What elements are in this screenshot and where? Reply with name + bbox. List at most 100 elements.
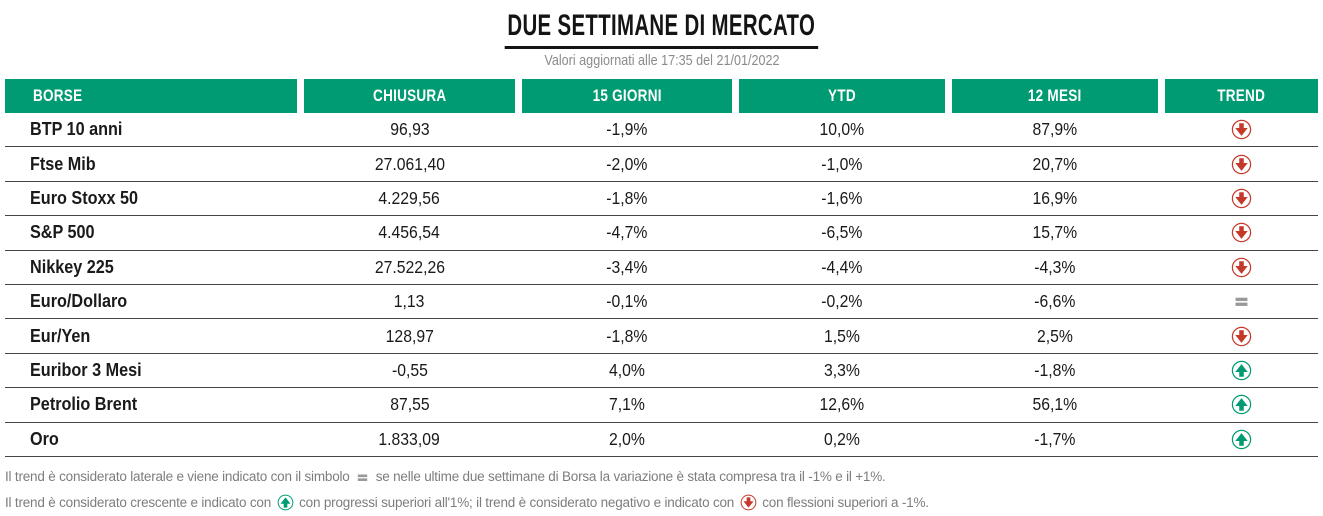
cell-value: 3,3%	[824, 359, 860, 380]
table-row: Oro 1.833,09 2,0% 0,2% -1,7%	[5, 423, 1318, 457]
cell-value: 1,13	[394, 291, 425, 312]
legend-footnotes: Il trend è considerato laterale e viene …	[5, 464, 1323, 516]
cell-value: 1,5%	[824, 325, 860, 346]
ytd-cell: 1,5%	[739, 319, 945, 352]
instrument-name-cell: Petrolio Brent	[5, 388, 297, 421]
trend-cell	[1165, 251, 1318, 284]
ytd-cell: 3,3%	[739, 354, 945, 387]
footnote-line: Il trend è considerato laterale e viene …	[5, 464, 1323, 490]
cell-value: -1,0%	[821, 153, 863, 174]
cell-value: BTP 10 anni	[30, 119, 123, 140]
cell-value: -0,55	[391, 359, 428, 380]
chiusura-cell: 1,13	[304, 285, 515, 318]
cell-value: -1,6%	[821, 187, 863, 208]
giorni15-cell: -2,0%	[522, 147, 732, 180]
column-header-12-mesi: 12 MESI	[952, 79, 1158, 113]
ytd-cell: -6,5%	[739, 216, 945, 249]
mesi12-cell: -1,8%	[952, 354, 1158, 387]
mesi12-cell: 20,7%	[952, 147, 1158, 180]
column-header-chiusura: CHIUSURA	[304, 79, 515, 113]
column-header-ytd: YTD	[739, 79, 945, 113]
trend-up-icon	[1231, 429, 1252, 450]
mesi12-cell: 87,9%	[952, 113, 1158, 146]
page-header: DUE SETTIMANE DI MERCATO Valori aggiorna…	[0, 0, 1323, 70]
cell-value: -1,8%	[1034, 359, 1076, 380]
chiusura-cell: 87,55	[304, 388, 515, 421]
mesi12-cell: 56,1%	[952, 388, 1158, 421]
cell-value: Eur/Yen	[30, 325, 91, 346]
updated-timestamp: Valori aggiornati alle 17:35 del 21/01/2…	[543, 52, 780, 69]
cell-value: -4,3%	[1034, 256, 1076, 277]
giorni15-cell: -0,1%	[522, 285, 732, 318]
mesi12-cell: -6,6%	[952, 285, 1158, 318]
table-body: BTP 10 anni 96,93 -1,9% 10,0% 87,9% Ftse Mib 2…	[5, 113, 1318, 457]
giorni15-cell: -1,9%	[522, 113, 732, 146]
chiusura-cell: 4.229,56	[304, 182, 515, 215]
giorni15-cell: -4,7%	[522, 216, 732, 249]
trend-cell	[1165, 354, 1318, 387]
cell-value: 128,97	[385, 325, 434, 346]
chiusura-cell: 96,93	[304, 113, 515, 146]
cell-value: -4,4%	[821, 256, 863, 277]
instrument-name-cell: Nikkey 225	[5, 251, 297, 284]
footnote-text: con flessioni superiori a -1%.	[758, 494, 929, 510]
cell-value: -3,4%	[606, 256, 648, 277]
chiusura-cell: 27.522,26	[304, 251, 515, 284]
cell-value: Ftse Mib	[30, 153, 96, 174]
cell-value: Euro Stoxx 50	[30, 187, 139, 208]
cell-value: 0,2%	[824, 428, 860, 449]
trend-cell	[1165, 216, 1318, 249]
ytd-cell: -1,0%	[739, 147, 945, 180]
cell-value: 1.833,09	[378, 428, 441, 449]
instrument-name-cell: BTP 10 anni	[5, 113, 297, 146]
chiusura-cell: 1.833,09	[304, 423, 515, 456]
trend-down-icon	[1231, 326, 1252, 347]
cell-value: 16,9%	[1032, 187, 1078, 208]
cell-value: -1,8%	[606, 325, 648, 346]
trend-up-icon	[277, 494, 294, 511]
column-header-label: TREND	[1217, 86, 1266, 105]
cell-value: -1,9%	[606, 119, 648, 140]
table-row: Euribor 3 Mesi -0,55 4,0% 3,3% -1,8%	[5, 354, 1318, 389]
column-header-label: BORSE	[33, 86, 83, 105]
column-header-trend: TREND	[1165, 79, 1318, 113]
ytd-cell: -1,6%	[739, 182, 945, 215]
mesi12-cell: 2,5%	[952, 319, 1158, 352]
cell-value: 2,5%	[1037, 325, 1073, 346]
table-row: Euro/Dollaro 1,13 -0,1% -0,2% -6,6%	[5, 285, 1318, 320]
cell-value: -2,0%	[606, 153, 648, 174]
instrument-name-cell: Euro/Dollaro	[5, 285, 297, 318]
chiusura-cell: 128,97	[304, 319, 515, 352]
page-title: DUE SETTIMANE DI MERCATO	[504, 9, 819, 49]
footnote-line: Il trend è considerato crescente e indic…	[5, 490, 1323, 516]
cell-value: Nikkey 225	[30, 256, 114, 277]
market-table: BORSE CHIUSURA 15 GIORNI YTD 12 MESI TREND BT…	[5, 79, 1318, 457]
cell-value: 4,0%	[609, 359, 645, 380]
mesi12-cell: 16,9%	[952, 182, 1158, 215]
cell-value: 87,55	[389, 394, 430, 415]
cell-value: 7,1%	[609, 394, 645, 415]
table-row: S&P 500 4.456,54 -4,7% -6,5% 15,7%	[5, 216, 1318, 251]
cell-value: Euro/Dollaro	[30, 291, 128, 312]
ytd-cell: 12,6%	[739, 388, 945, 421]
title-row: DUE SETTIMANE DI MERCATO	[0, 6, 1323, 49]
cell-value: 27.522,26	[374, 256, 445, 277]
column-header-label: YTD	[828, 86, 856, 105]
cell-value: 10,0%	[819, 119, 865, 140]
trend-equal-icon	[1232, 292, 1251, 311]
chiusura-cell: 27.061,40	[304, 147, 515, 180]
footnote-text: Il trend è considerato crescente e indic…	[5, 494, 275, 510]
trend-down-icon	[1231, 257, 1252, 278]
cell-value: -4,7%	[606, 222, 648, 243]
giorni15-cell: -1,8%	[522, 319, 732, 352]
cell-value: 4.229,56	[378, 187, 441, 208]
giorni15-cell: -3,4%	[522, 251, 732, 284]
cell-value: 20,7%	[1032, 153, 1078, 174]
cell-value: -6,5%	[821, 222, 863, 243]
cell-value: 4.456,54	[378, 222, 441, 243]
column-header-label: 12 MESI	[1028, 86, 1082, 105]
table-row: Euro Stoxx 50 4.229,56 -1,8% -1,6% 16,9%	[5, 182, 1318, 217]
table-header-row: BORSE CHIUSURA 15 GIORNI YTD 12 MESI TREND	[5, 79, 1318, 113]
trend-cell	[1165, 147, 1318, 180]
